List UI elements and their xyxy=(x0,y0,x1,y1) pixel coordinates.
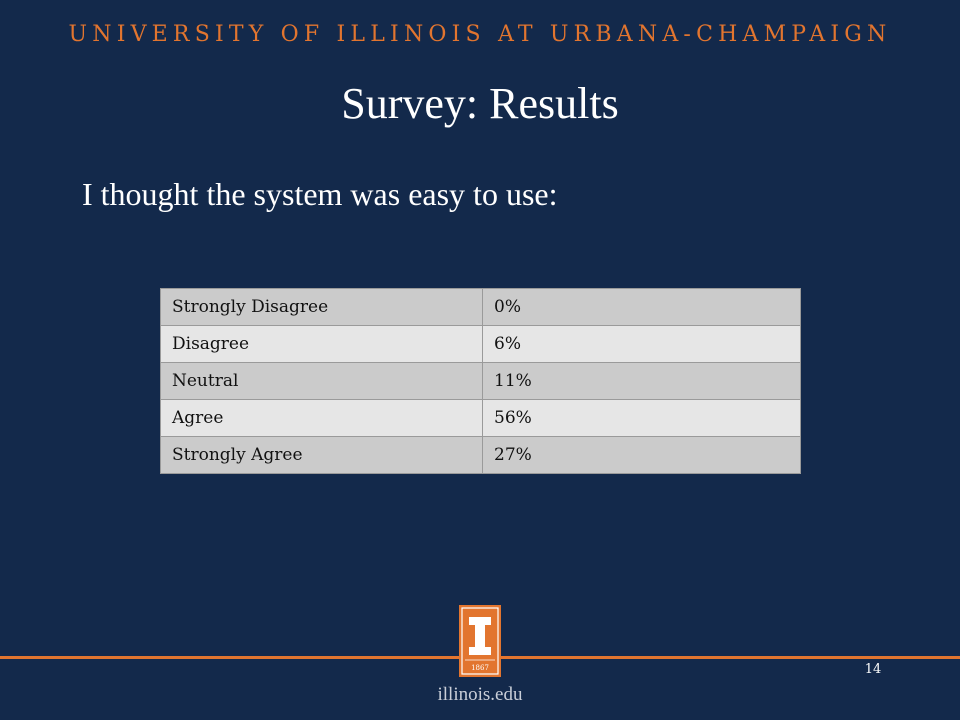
survey-question: I thought the system was easy to use: xyxy=(82,176,558,212)
table-row: Strongly Disagree 0% xyxy=(160,288,801,326)
response-percent: 6% xyxy=(482,325,801,363)
response-percent: 0% xyxy=(482,288,801,326)
response-label: Strongly Agree xyxy=(160,436,483,474)
response-percent: 27% xyxy=(482,436,801,474)
table-row: Disagree 6% xyxy=(160,325,801,363)
university-banner: UNIVERSITY OF ILLINOIS AT URBANA-CHAMPAI… xyxy=(68,22,892,47)
table-row: Strongly Agree 27% xyxy=(160,436,801,474)
site-url: illinois.edu xyxy=(437,684,523,705)
response-label: Neutral xyxy=(160,362,483,400)
response-label: Strongly Disagree xyxy=(160,288,483,326)
response-label: Agree xyxy=(160,399,483,437)
table-row: Agree 56% xyxy=(160,399,801,437)
response-percent: 56% xyxy=(482,399,801,437)
slide-title: Survey: Results xyxy=(341,79,619,128)
response-percent: 11% xyxy=(482,362,801,400)
page-number: 14 xyxy=(864,662,882,677)
logo-year: 1867 xyxy=(471,664,489,672)
block-i-logo-icon: 1867 xyxy=(459,605,501,677)
response-label: Disagree xyxy=(160,325,483,363)
table-row: Neutral 11% xyxy=(160,362,801,400)
results-table: Strongly Disagree 0% Disagree 6% Neutral… xyxy=(160,288,801,474)
